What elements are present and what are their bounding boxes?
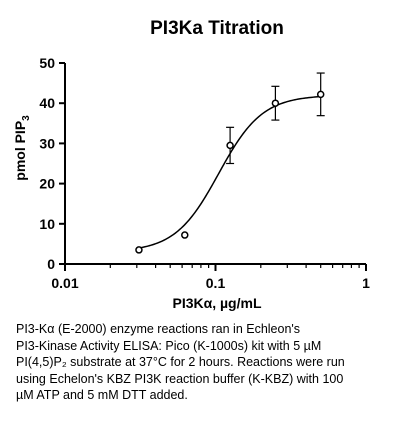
figure-caption: PI3-Kα (E-2000) enzyme reactions ran in … [16, 321, 408, 404]
chart-title: PI3Ka Titration [150, 18, 284, 39]
data-point [181, 231, 189, 239]
svg-text:pmol PIP3: pmol PIP3 [12, 115, 32, 181]
y-axis-label-subscript: 3 [21, 115, 32, 121]
caption-line-3: PI(4,5)P₂ substrate at 37°C for 2 hours.… [16, 355, 345, 369]
y-tick-label: 0 [47, 256, 55, 272]
y-tick-label: 40 [39, 95, 55, 111]
fit-curve [138, 95, 321, 249]
y-tick-label: 30 [39, 135, 55, 151]
data-point [316, 90, 325, 99]
x-axis-label: PI3Kα, µg/mL [172, 295, 261, 311]
caption-line-4: using Echelon's KBZ PI3K reaction buffer… [16, 371, 344, 386]
data-point [271, 99, 280, 107]
caption-line-1: PI3-Kα (E-2000) enzyme reactions ran in … [16, 322, 301, 336]
caption-line-2: PI3-Kinase Activity ELISA: Pico (K-1000s… [16, 338, 322, 353]
caption-line-5: µM ATP and 5 mM DTT added. [16, 388, 188, 402]
x-tick-label: 1 [362, 275, 370, 291]
y-tick-label: 20 [39, 176, 55, 192]
chart: PI3Ka Titration pmol PIP3 PI3Kα, µg/mL 0… [12, 18, 370, 311]
y-axis-label-text: pmol PIP [12, 121, 28, 181]
data-point [226, 141, 234, 150]
x-tick-label: 0.01 [51, 275, 78, 291]
y-tick-label: 50 [39, 55, 55, 71]
x-tick-label: 0.1 [206, 275, 226, 291]
y-tick-label: 10 [39, 216, 55, 232]
data-point [135, 246, 143, 254]
plot-area: 0 10 20 30 40 50 0.01 0.1 1 [39, 55, 370, 291]
y-axis-label: pmol PIP3 [12, 115, 32, 181]
